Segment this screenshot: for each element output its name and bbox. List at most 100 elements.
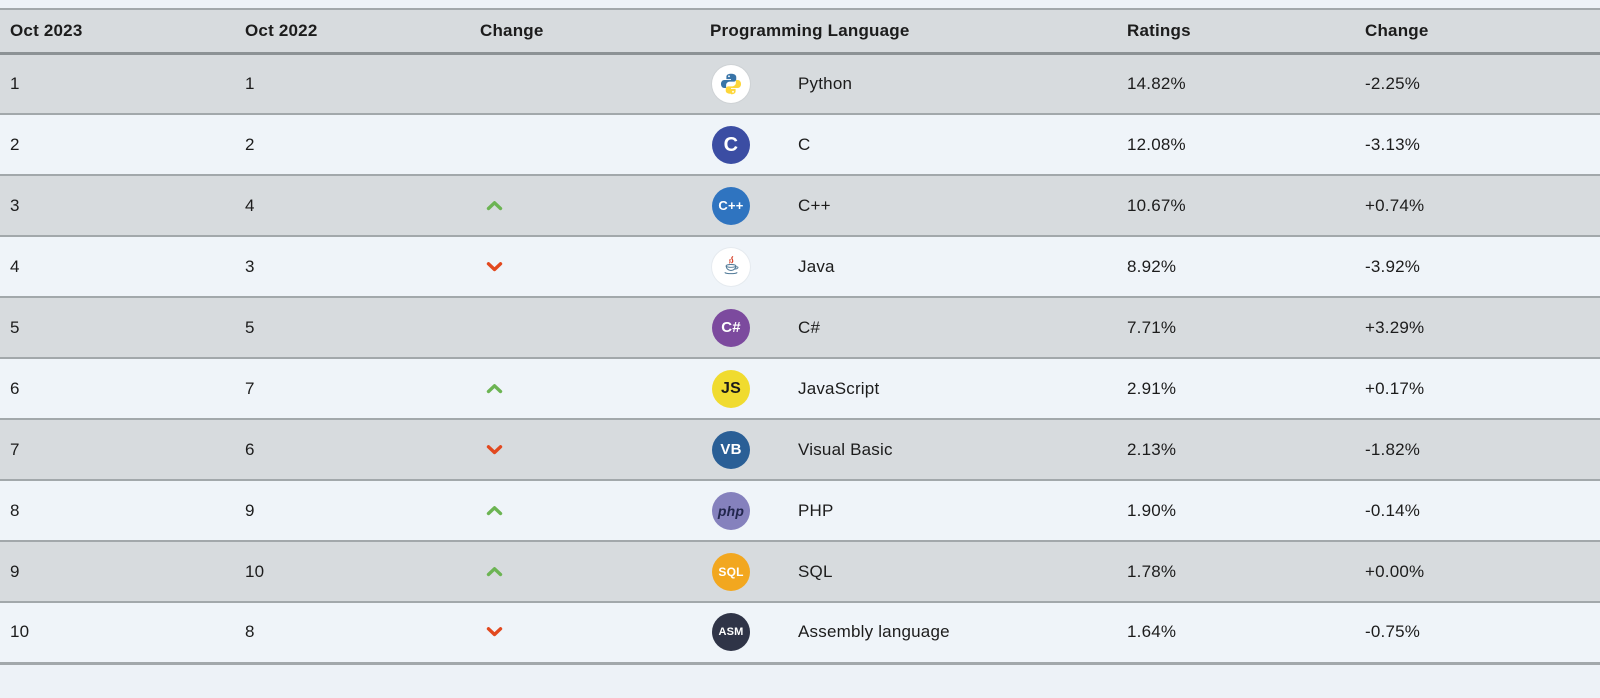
ratings-change-cell: -1.82% [1365, 439, 1421, 459]
ratings-cell: 1.78% [1127, 561, 1177, 581]
language-name: Assembly language [798, 622, 950, 642]
language-name: SQL [798, 561, 833, 581]
rank-2023-cell: 4 [10, 256, 20, 276]
rank-2022-cell: 5 [245, 317, 255, 337]
assembly-icon: ASM [712, 613, 750, 652]
ratings-cell: 12.08% [1127, 134, 1186, 154]
language-cell: JS JavaScript [700, 358, 1117, 419]
rank-2022-cell: 7 [245, 378, 255, 398]
ratings-change-cell: +0.17% [1365, 378, 1425, 398]
rank-2022-cell: 1 [245, 73, 255, 93]
header-programming-language: Programming Language [710, 20, 910, 40]
c-icon: C [712, 125, 750, 164]
php-icon: php [712, 491, 750, 530]
language-name: Python [798, 73, 853, 93]
language-ranking-table: Oct 2023 Oct 2022 Change Programming Lan… [0, 8, 1600, 665]
ratings-cell: 2.13% [1127, 439, 1177, 459]
rank-down-icon [480, 626, 503, 637]
cpp-icon: C++ [712, 186, 750, 225]
table-row: 4 3 Java 8.92% -3.92% [0, 236, 1600, 297]
ratings-change-cell: +0.74% [1365, 195, 1425, 215]
language-name: C++ [798, 195, 831, 215]
ratings-cell: 10.67% [1127, 195, 1186, 215]
rank-2022-cell: 3 [245, 256, 255, 276]
language-name: PHP [798, 500, 834, 520]
rank-change-cell [470, 297, 700, 358]
table-row: 5 5 C# C# 7.71% +3.29% [0, 297, 1600, 358]
visual-basic-icon: VB [712, 430, 750, 469]
table-row: 3 4 C++ C++ 10.67% +0.74% [0, 175, 1600, 236]
header-oct-2023: Oct 2023 [10, 20, 83, 40]
language-cell: php PHP [700, 480, 1117, 541]
ratings-cell: 2.91% [1127, 378, 1177, 398]
rank-up-icon [480, 566, 503, 577]
language-name: JavaScript [798, 378, 880, 398]
rank-down-icon [480, 444, 503, 455]
rank-change-cell [470, 114, 700, 175]
rank-2022-cell: 6 [245, 439, 255, 459]
ratings-change-cell: -2.25% [1365, 73, 1421, 93]
language-cell: C++ C++ [700, 175, 1117, 236]
table-row: 8 9 php PHP 1.90% -0.14% [0, 480, 1600, 541]
sql-icon: SQL [712, 552, 750, 591]
header-ratings: Ratings [1127, 20, 1191, 40]
rank-change-cell [470, 602, 700, 663]
rank-2023-cell: 5 [10, 317, 20, 337]
ratings-change-cell: -3.92% [1365, 256, 1421, 276]
rank-2022-cell: 9 [245, 500, 255, 520]
rank-2023-cell: 1 [10, 73, 20, 93]
language-name: Visual Basic [798, 439, 893, 459]
ratings-change-cell: -0.75% [1365, 622, 1421, 642]
rank-up-icon [480, 200, 503, 211]
rank-change-cell [470, 541, 700, 602]
language-cell: ASM Assembly language [700, 602, 1117, 663]
rank-2023-cell: 10 [10, 622, 30, 642]
language-cell: Python [700, 53, 1117, 114]
rank-2022-cell: 4 [245, 195, 255, 215]
header-ratings-change: Change [1365, 20, 1429, 40]
rank-2023-cell: 9 [10, 561, 20, 581]
rank-up-icon [480, 505, 503, 516]
language-cell: Java [700, 236, 1117, 297]
rank-2022-cell: 8 [245, 622, 255, 642]
rank-2022-cell: 2 [245, 134, 255, 154]
ratings-change-cell: +3.29% [1365, 317, 1425, 337]
language-cell: VB Visual Basic [700, 419, 1117, 480]
ratings-cell: 14.82% [1127, 73, 1186, 93]
language-cell: SQL SQL [700, 541, 1117, 602]
rank-change-cell [470, 358, 700, 419]
javascript-icon: JS [712, 369, 750, 408]
ratings-change-cell: +0.00% [1365, 561, 1425, 581]
rank-2022-cell: 10 [245, 561, 265, 581]
table-row: 1 1 Python 14.82% -2.25% [0, 53, 1600, 114]
rank-down-icon [480, 261, 503, 272]
language-cell: C# C# [700, 297, 1117, 358]
ratings-change-cell: -0.14% [1365, 500, 1421, 520]
table-header: Oct 2023 Oct 2022 Change Programming Lan… [0, 9, 1600, 53]
csharp-icon: C# [712, 308, 750, 347]
language-name: C [798, 134, 811, 154]
ratings-cell: 7.71% [1127, 317, 1177, 337]
header-oct-2022: Oct 2022 [245, 20, 318, 40]
table-row: 6 7 JS JavaScript 2.91% +0.17% [0, 358, 1600, 419]
rank-2023-cell: 2 [10, 134, 20, 154]
language-name: Java [798, 256, 835, 276]
header-rank-change: Change [480, 20, 544, 40]
rank-up-icon [480, 383, 503, 394]
ratings-cell: 1.64% [1127, 622, 1177, 642]
java-icon [712, 247, 750, 286]
ratings-cell: 1.90% [1127, 500, 1177, 520]
python-icon [712, 64, 750, 103]
rank-2023-cell: 3 [10, 195, 20, 215]
rank-change-cell [470, 419, 700, 480]
rank-2023-cell: 7 [10, 439, 20, 459]
language-name: C# [798, 317, 821, 337]
header-row: Oct 2023 Oct 2022 Change Programming Lan… [0, 9, 1600, 53]
rank-change-cell [470, 175, 700, 236]
table-row: 7 6 VB Visual Basic 2.13% -1.82% [0, 419, 1600, 480]
ratings-cell: 8.92% [1127, 256, 1177, 276]
rank-change-cell [470, 236, 700, 297]
table-body: 1 1 Python 14.82% -2.25% 2 2 C C 12.08% -3.13% 3 4 C+… [0, 53, 1600, 663]
table-row: 10 8 ASM Assembly language 1.64% -0.75% [0, 602, 1600, 663]
